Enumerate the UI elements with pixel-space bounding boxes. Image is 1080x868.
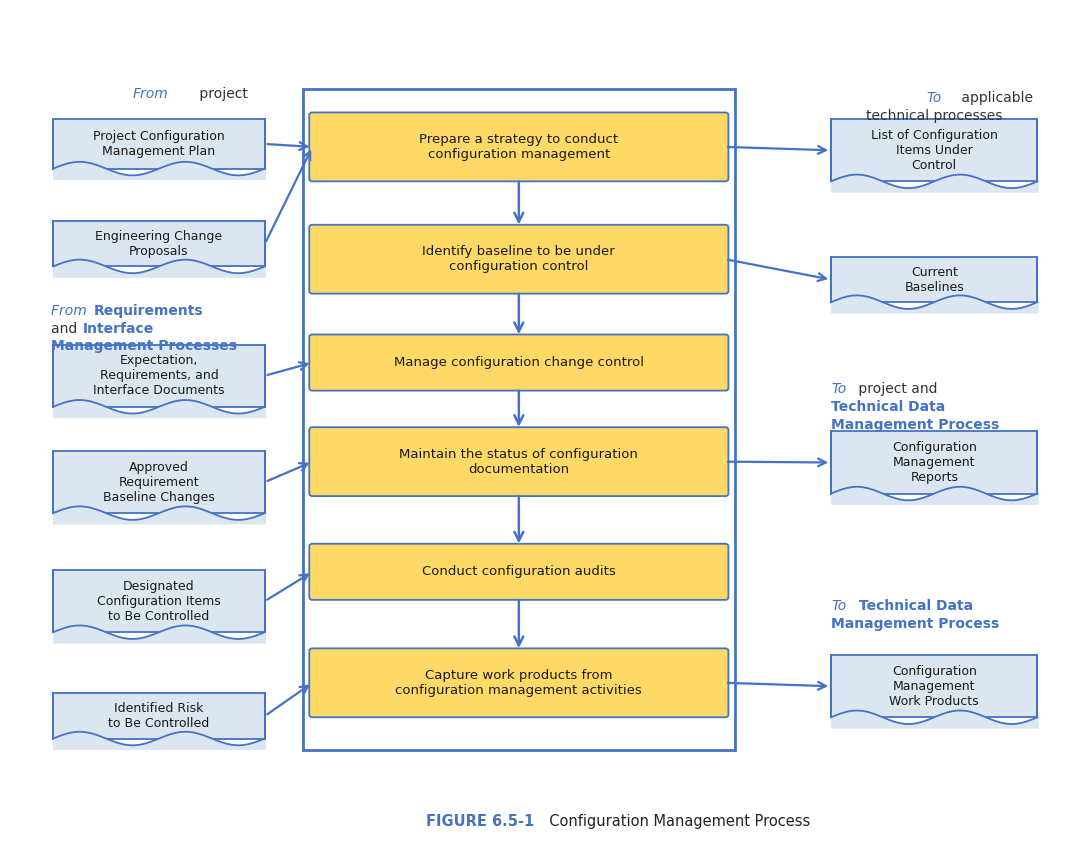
- FancyBboxPatch shape: [309, 543, 728, 600]
- Text: To: To: [832, 599, 847, 613]
- Text: Manage configuration change control: Manage configuration change control: [394, 356, 644, 369]
- Text: List of Configuration
Items Under
Control: List of Configuration Items Under Contro…: [870, 128, 998, 172]
- Text: Maintain the status of configuration
documentation: Maintain the status of configuration doc…: [400, 448, 638, 476]
- Text: Interface: Interface: [83, 321, 154, 336]
- FancyBboxPatch shape: [309, 648, 728, 717]
- Text: Approved
Requirement
Baseline Changes: Approved Requirement Baseline Changes: [103, 461, 215, 503]
- Text: Technical Data: Technical Data: [854, 599, 973, 613]
- Text: From: From: [51, 304, 91, 318]
- Bar: [302, 89, 734, 751]
- Text: technical processes: technical processes: [865, 108, 1002, 123]
- FancyBboxPatch shape: [832, 119, 1038, 181]
- Text: Technical Data: Technical Data: [832, 400, 945, 414]
- Text: FIGURE 6.5-1: FIGURE 6.5-1: [427, 813, 535, 829]
- Text: project and: project and: [854, 382, 937, 396]
- FancyBboxPatch shape: [53, 345, 265, 407]
- Text: Configuration
Management
Work Products: Configuration Management Work Products: [890, 665, 980, 707]
- Text: To: To: [926, 91, 942, 105]
- Text: Current
Baselines: Current Baselines: [904, 266, 964, 293]
- Text: Identified Risk
to Be Controlled: Identified Risk to Be Controlled: [108, 702, 210, 730]
- Text: Designated
Configuration Items
to Be Controlled: Designated Configuration Items to Be Con…: [97, 580, 220, 622]
- Text: Management Process: Management Process: [832, 616, 999, 631]
- FancyBboxPatch shape: [832, 257, 1038, 302]
- FancyBboxPatch shape: [53, 221, 265, 266]
- FancyBboxPatch shape: [309, 113, 728, 181]
- FancyBboxPatch shape: [53, 451, 265, 513]
- Text: Conduct configuration audits: Conduct configuration audits: [422, 565, 616, 578]
- Text: project: project: [195, 87, 247, 101]
- Text: Configuration Management Process: Configuration Management Process: [540, 813, 810, 829]
- Text: To: To: [832, 382, 847, 396]
- FancyBboxPatch shape: [309, 334, 728, 391]
- Text: Management Process: Management Process: [832, 418, 999, 431]
- FancyBboxPatch shape: [53, 570, 265, 632]
- FancyBboxPatch shape: [309, 427, 728, 496]
- FancyBboxPatch shape: [309, 225, 728, 293]
- Text: Management Processes: Management Processes: [51, 339, 237, 353]
- Text: Configuration
Management
Reports: Configuration Management Reports: [892, 441, 976, 484]
- Text: Requirements: Requirements: [93, 304, 203, 318]
- Text: Prepare a strategy to conduct
configuration management: Prepare a strategy to conduct configurat…: [419, 133, 619, 161]
- FancyBboxPatch shape: [832, 655, 1038, 717]
- FancyBboxPatch shape: [53, 119, 265, 168]
- Text: Identify baseline to be under
configuration control: Identify baseline to be under configurat…: [422, 245, 616, 273]
- Text: Expectation,
Requirements, and
Interface Documents: Expectation, Requirements, and Interface…: [93, 354, 225, 398]
- Text: Capture work products from
configuration management activities: Capture work products from configuration…: [395, 669, 643, 697]
- Text: Engineering Change
Proposals: Engineering Change Proposals: [95, 230, 222, 258]
- FancyBboxPatch shape: [832, 431, 1038, 494]
- Text: and: and: [51, 321, 82, 336]
- FancyBboxPatch shape: [53, 694, 265, 739]
- Text: Project Configuration
Management Plan: Project Configuration Management Plan: [93, 130, 225, 158]
- Text: From: From: [133, 87, 168, 101]
- Text: applicable: applicable: [957, 91, 1032, 105]
